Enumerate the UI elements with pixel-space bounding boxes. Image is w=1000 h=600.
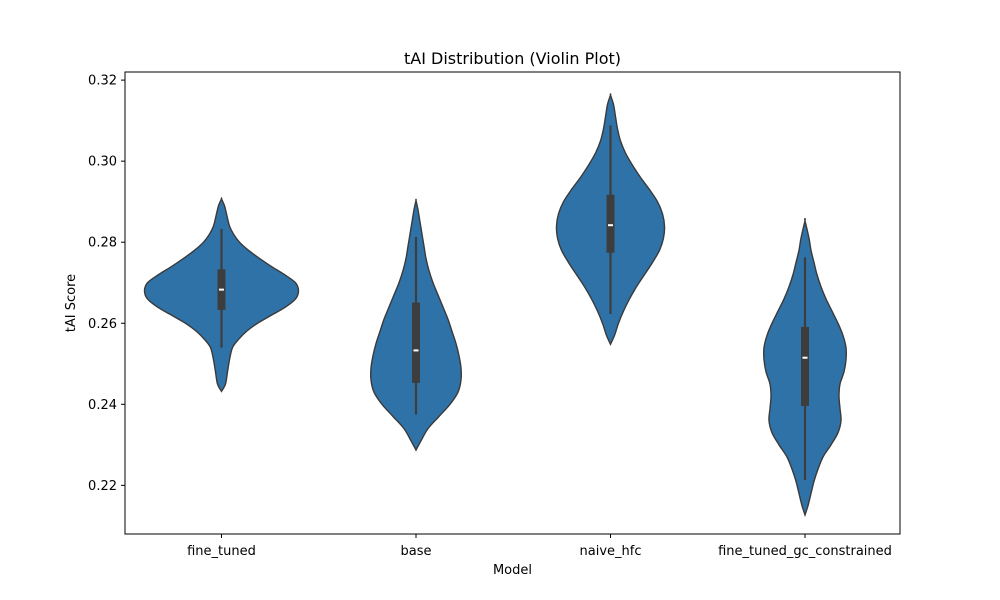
y-tick-label: 0.28 (88, 236, 117, 251)
violin-iqr-box (412, 302, 420, 383)
violin-naive_hfc (555, 93, 666, 347)
y-tick-label: 0.26 (88, 317, 117, 332)
violin-fine_tuned_gc_constrained (762, 217, 848, 518)
violin-iqr-box (606, 194, 615, 253)
y-axis-label: tAI Score (64, 274, 79, 332)
x-axis: fine_tuned base naive_hfc fine_tuned_gc_con… (187, 534, 892, 559)
violin-iqr-box (801, 326, 809, 406)
y-tick-label: 0.30 (88, 155, 117, 170)
violins-group (143, 93, 848, 518)
chart-title: tAI Distribution (Violin Plot) (404, 49, 621, 68)
x-tick-label: naive_hfc (580, 544, 642, 559)
x-axis-label: Model (493, 563, 532, 578)
y-tick-label: 0.24 (88, 398, 117, 413)
x-tick-label: base (401, 544, 432, 559)
x-tick-label: fine_tuned_gc_constrained (718, 544, 892, 559)
y-tick-label: 0.22 (88, 479, 117, 494)
plot-frame (124, 71, 901, 535)
violin-fine_tuned (143, 197, 300, 393)
violin-base (369, 198, 463, 452)
y-tick-label: 0.32 (88, 74, 117, 89)
x-tick-label: fine_tuned (187, 544, 256, 559)
y-axis: 0.22 0.24 0.26 0.28 0.30 0.32 (88, 74, 125, 494)
